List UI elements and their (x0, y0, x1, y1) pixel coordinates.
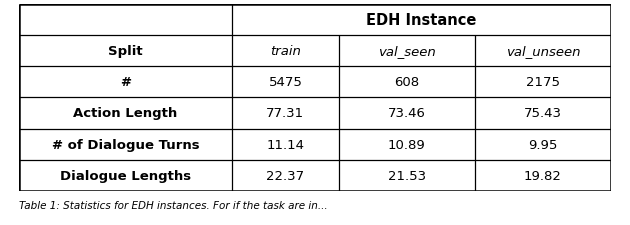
Text: 10.89: 10.89 (388, 138, 426, 151)
Text: 5475: 5475 (268, 76, 302, 89)
Text: 77.31: 77.31 (266, 107, 304, 120)
Text: EDH Instance: EDH Instance (367, 13, 477, 27)
Text: Split: Split (108, 45, 143, 58)
Text: 75.43: 75.43 (524, 107, 562, 120)
Text: train: train (270, 45, 301, 58)
Text: 608: 608 (394, 76, 420, 89)
Text: #: # (120, 76, 131, 89)
Text: val_seen: val_seen (378, 45, 436, 58)
Text: 9.95: 9.95 (529, 138, 558, 151)
Text: 22.37: 22.37 (266, 169, 304, 182)
Text: 21.53: 21.53 (387, 169, 426, 182)
Text: val_unseen: val_unseen (506, 45, 580, 58)
Text: 11.14: 11.14 (266, 138, 304, 151)
Text: Dialogue Lengths: Dialogue Lengths (60, 169, 191, 182)
Text: # of Dialogue Turns: # of Dialogue Turns (52, 138, 199, 151)
Text: 2175: 2175 (526, 76, 560, 89)
Text: 73.46: 73.46 (388, 107, 426, 120)
Text: 19.82: 19.82 (524, 169, 562, 182)
Text: Table 1: Statistics for EDH instances. For if the task are in...: Table 1: Statistics for EDH instances. F… (19, 200, 328, 210)
Text: Action Length: Action Length (73, 107, 178, 120)
